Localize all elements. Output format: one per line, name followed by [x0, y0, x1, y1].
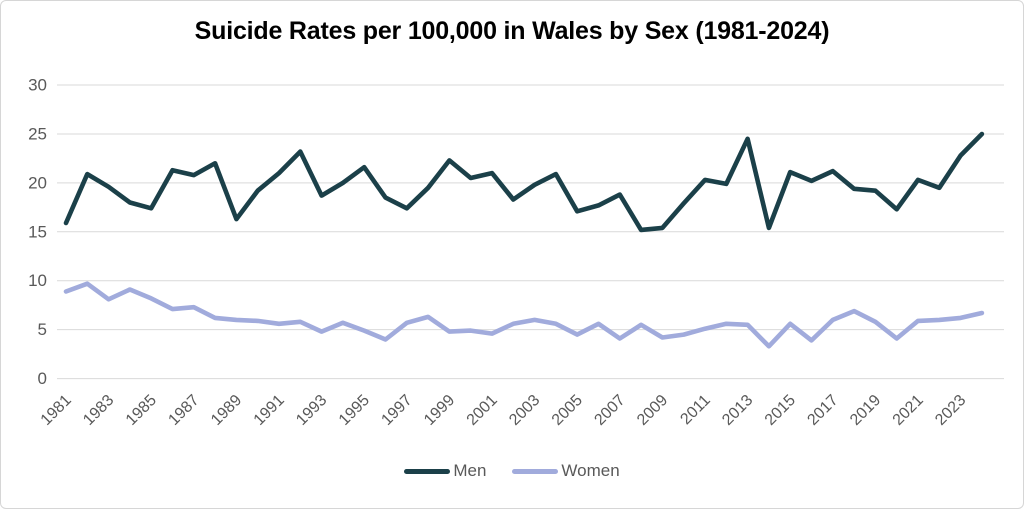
- x-axis-tick-label: 1983: [80, 392, 117, 429]
- x-axis-tick-label: 2021: [890, 392, 927, 429]
- x-axis-tick-label: 2003: [506, 392, 543, 429]
- x-axis-tick-label: 2015: [762, 392, 799, 429]
- x-axis-tick-label: 2005: [549, 392, 586, 429]
- legend-item-women: Women: [512, 461, 620, 481]
- chart-title: Suicide Rates per 100,000 in Wales by Se…: [194, 17, 830, 45]
- x-axis-tick-label: 2007: [591, 392, 628, 429]
- x-axis-tick-label: 1993: [293, 392, 330, 429]
- x-axis-tick-label: 2013: [719, 392, 756, 429]
- x-axis-tick-label: 2011: [677, 392, 713, 428]
- y-axis-tick-label: 0: [38, 369, 47, 388]
- x-axis-tick-label: 1991: [251, 392, 288, 429]
- legend-label-men: Men: [453, 461, 487, 480]
- x-axis-tick-label: 1989: [208, 392, 245, 429]
- x-axis-tick-label: 1981: [38, 392, 75, 429]
- x-axis-tick-label: 2019: [847, 392, 884, 429]
- x-axis-tick-label: 1999: [421, 392, 458, 429]
- x-axis-tick-label: 1995: [336, 392, 373, 429]
- x-axis-tick-label: 2009: [634, 392, 671, 429]
- legend-swatch-men: [404, 468, 451, 474]
- x-axis-tick-label: 1987: [165, 392, 202, 429]
- y-axis-tick-label: 20: [28, 173, 47, 192]
- y-axis-tick-label: 5: [38, 320, 47, 339]
- men-series-line: [63, 131, 985, 233]
- y-axis-tick-label: 10: [28, 271, 47, 290]
- x-axis-tick-label: 1997: [378, 392, 415, 429]
- x-axis-tick-label: 2017: [804, 392, 841, 429]
- y-axis-tick-label: 30: [28, 76, 47, 95]
- legend-label-women: Women: [561, 461, 620, 480]
- x-axis-tick-label: 2001: [464, 392, 501, 429]
- legend-item-men: Men: [404, 461, 486, 481]
- x-axis-tick-label: 1985: [123, 392, 160, 429]
- legend-swatch-women: [512, 468, 559, 474]
- women-series-line: [63, 281, 985, 349]
- x-axis-tick-label: 2023: [932, 392, 969, 429]
- y-axis-tick-label: 25: [28, 124, 47, 143]
- y-axis-tick-label: 15: [28, 222, 47, 241]
- chart-legend: Men Women: [1, 461, 1023, 481]
